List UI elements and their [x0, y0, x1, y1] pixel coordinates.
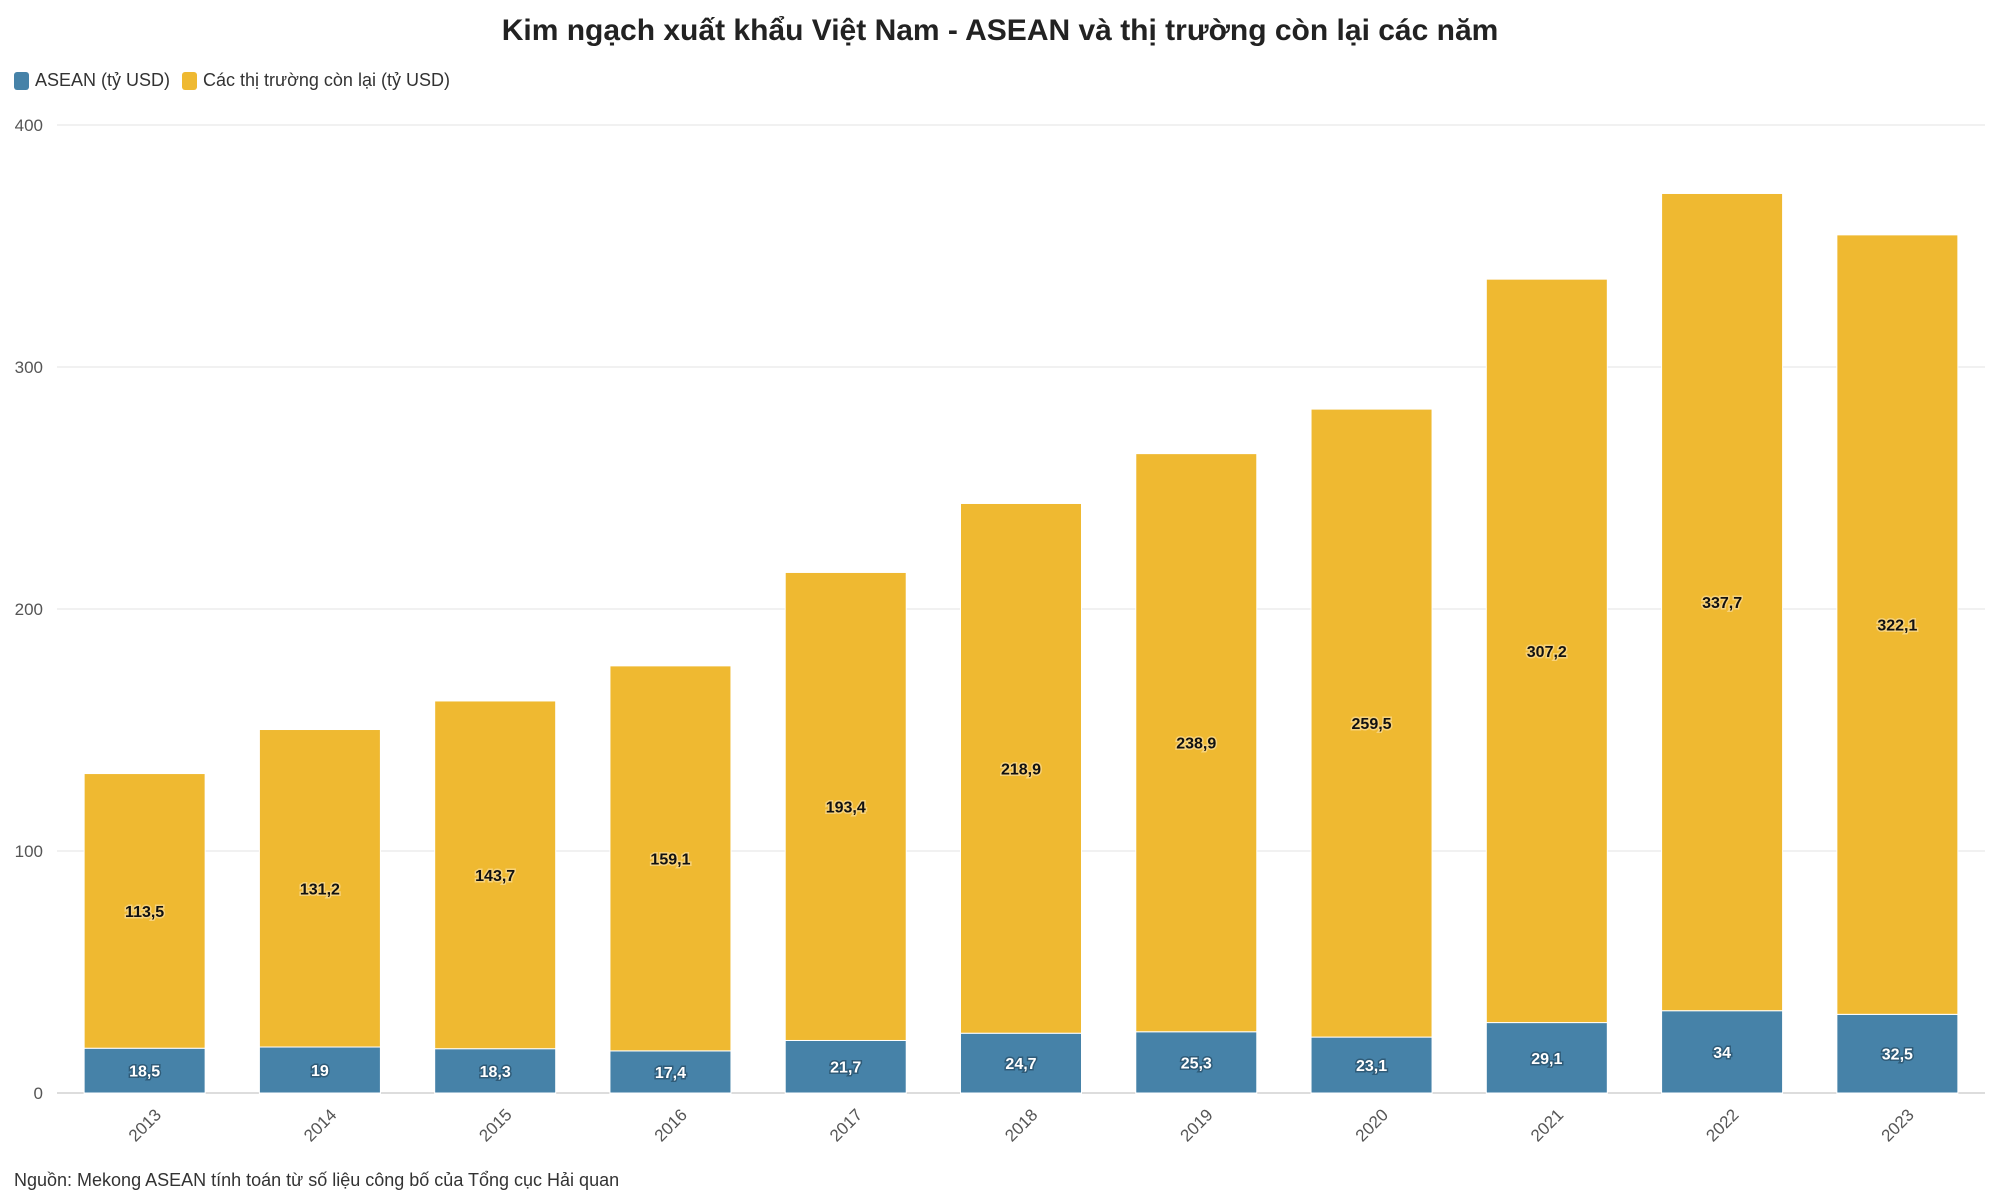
bar-other-markets[interactable]: [83, 773, 206, 1049]
bar-asean[interactable]: [1836, 1013, 1959, 1094]
data-label-other-markets: 143,7: [475, 868, 515, 885]
data-label-asean: 21,7: [830, 1060, 861, 1077]
data-label-other-markets: 113,5: [125, 904, 164, 921]
bar-other-markets[interactable]: [960, 502, 1082, 1034]
bar-other-markets[interactable]: [1836, 234, 1959, 1015]
data-label-other-markets: 259,5: [1352, 716, 1392, 733]
bar-asean[interactable]: [1135, 1031, 1258, 1094]
x-tick-label: 2016: [651, 1105, 691, 1145]
x-tick-label: 2021: [1527, 1105, 1567, 1145]
bar-other-markets[interactable]: [258, 729, 381, 1048]
data-label-other-markets: 218,9: [1001, 761, 1041, 778]
source-note: Nguồn: Mekong ASEAN tính toán từ số liệu…: [14, 1170, 620, 1190]
legend-swatch-other-markets: [182, 71, 198, 90]
bar-asean[interactable]: [1310, 1036, 1433, 1094]
data-label-asean: 18,5: [129, 1064, 160, 1081]
bar-other-markets[interactable]: [1661, 192, 1784, 1012]
x-tick-label: 2023: [1878, 1105, 1918, 1145]
data-label-asean: 18,3: [480, 1064, 511, 1081]
legend-item-other-markets[interactable]: Các thị trường còn lại (tỷ USD): [182, 70, 450, 91]
legend-label-asean: ASEAN (tỷ USD): [35, 70, 171, 90]
data-label-asean: 34: [1713, 1045, 1731, 1062]
data-label-other-markets: 322,1: [1877, 618, 1917, 635]
x-tick-label: 2014: [300, 1105, 340, 1145]
legend-swatch-asean: [14, 71, 29, 90]
bar-asean[interactable]: [258, 1046, 381, 1094]
y-tick-label: 300: [15, 358, 43, 377]
legend: ASEAN (tỷ USD) Các thị trường còn lại (t…: [14, 70, 462, 91]
chart-title: Kim ngạch xuất khẩu Việt Nam - ASEAN và …: [501, 14, 1499, 47]
y-tick-label: 100: [15, 842, 43, 861]
y-tick-label: 200: [15, 600, 43, 619]
bar-asean[interactable]: [609, 1050, 732, 1094]
x-tick-label: 2018: [1001, 1105, 1041, 1145]
bar-other-markets[interactable]: [434, 700, 557, 1050]
x-tick-label: 2019: [1177, 1105, 1217, 1145]
data-label-other-markets: 238,9: [1176, 736, 1216, 753]
data-label-asean: 17,4: [655, 1065, 686, 1082]
bar-asean[interactable]: [83, 1047, 206, 1094]
data-label-asean: 32,5: [1882, 1047, 1913, 1064]
y-tick-label: 400: [15, 116, 43, 135]
legend-label-other-markets: Các thị trường còn lại (tỷ USD): [203, 70, 450, 90]
y-tick-label: 0: [34, 1084, 43, 1103]
bar-asean[interactable]: [784, 1039, 907, 1094]
data-label-other-markets: 159,1: [650, 851, 690, 868]
bar-asean[interactable]: [1485, 1022, 1608, 1094]
data-label-asean: 29,1: [1531, 1051, 1562, 1068]
data-label-asean: 25,3: [1181, 1055, 1212, 1072]
data-label-other-markets: 193,4: [826, 799, 866, 816]
x-tick-label: 2020: [1352, 1105, 1392, 1145]
data-label-asean: 23,1: [1356, 1058, 1387, 1075]
bar-asean[interactable]: [960, 1032, 1082, 1094]
data-label-asean: 19: [311, 1063, 329, 1080]
x-tick-label: 2015: [475, 1105, 515, 1145]
legend-item-asean[interactable]: ASEAN (tỷ USD): [14, 70, 170, 91]
data-label-other-markets: 337,7: [1702, 595, 1742, 612]
bar-other-markets[interactable]: [1135, 453, 1258, 1033]
data-label-other-markets: 131,2: [300, 881, 340, 898]
bar-asean[interactable]: [434, 1048, 557, 1094]
bar-other-markets[interactable]: [609, 665, 732, 1052]
x-tick-label: 2013: [125, 1105, 165, 1145]
x-tick-label: 2022: [1702, 1105, 1742, 1145]
bar-other-markets[interactable]: [784, 571, 907, 1041]
data-label-asean: 24,7: [1005, 1056, 1036, 1073]
x-tick-label: 2017: [826, 1105, 866, 1145]
bar-other-markets[interactable]: [1310, 408, 1433, 1038]
bar-asean[interactable]: [1661, 1010, 1784, 1094]
bar-other-markets[interactable]: [1485, 278, 1608, 1024]
data-label-other-markets: 307,2: [1527, 644, 1567, 661]
